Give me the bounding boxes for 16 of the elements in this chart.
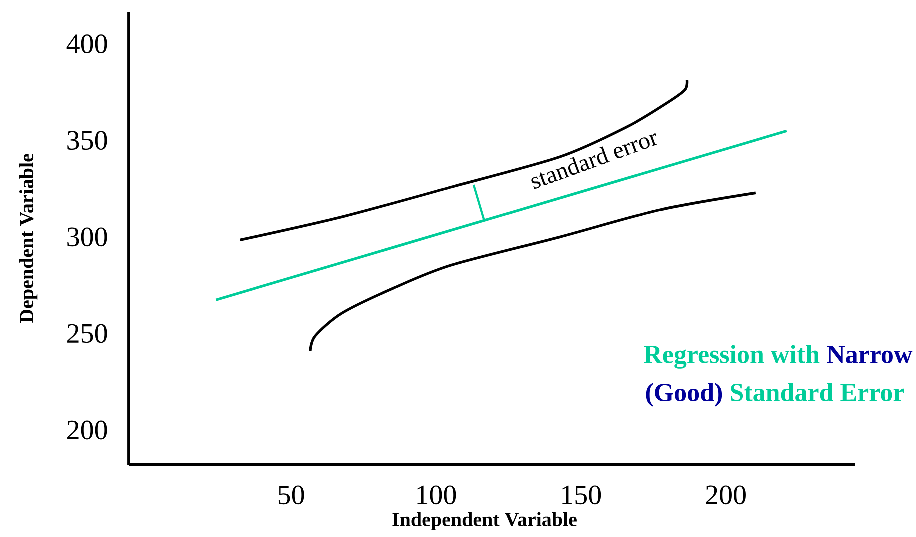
annotation: Standard Error bbox=[731, 383, 904, 402]
x-tick-label: 150 bbox=[562, 486, 602, 505]
y-tick-label: 200 bbox=[68, 420, 108, 440]
x-tick-label: 100 bbox=[418, 486, 456, 505]
x-axis-title: Independent Variable bbox=[392, 512, 577, 531]
x-tick-label: 50 bbox=[278, 486, 304, 505]
y-tick-label: 400 bbox=[66, 34, 108, 54]
annotation: Regression with bbox=[644, 345, 820, 369]
annotation: (Good) bbox=[646, 383, 722, 407]
line-series bbox=[238, 78, 689, 242]
y-tick-label: 250 bbox=[68, 324, 108, 344]
y-tick-label: 350 bbox=[68, 131, 108, 150]
y-tick-label: 300 bbox=[68, 228, 108, 247]
annotation: Narrow bbox=[827, 346, 913, 364]
y-axis-title: Dependent Variable bbox=[20, 154, 38, 324]
x-tick-label: 200 bbox=[706, 486, 746, 505]
